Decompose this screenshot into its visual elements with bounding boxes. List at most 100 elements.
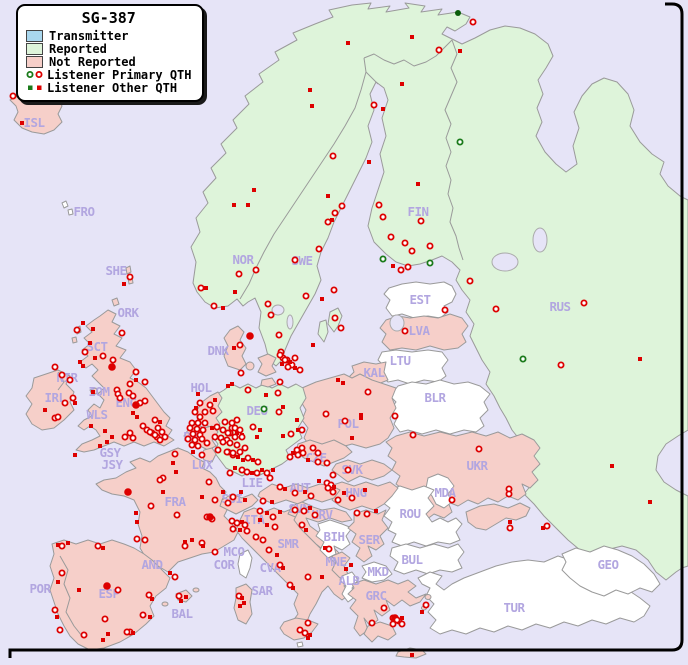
- panel-frame: [8, 2, 684, 658]
- border-sweden-finland: [365, 71, 379, 85]
- listener-primary-qth-marker: [426, 242, 434, 250]
- listener-other-qth-marker: [336, 378, 340, 382]
- listener-primary-qth-marker: [139, 422, 147, 430]
- listener-other-qth-marker: [295, 418, 299, 422]
- listener-primary-qth-marker: [54, 413, 62, 421]
- listener-primary-qth-marker: [211, 496, 219, 504]
- country-label-cor: COR: [213, 557, 235, 572]
- listener-primary-qth-marker: [233, 441, 241, 449]
- country-label-wls: WLS: [86, 407, 107, 422]
- country-label-geo: GEO: [597, 557, 618, 572]
- listener-primary-qth-marker: [254, 458, 262, 466]
- listener-other-qth-marker: [171, 461, 175, 465]
- border-finland-russia: [444, 39, 464, 261]
- listener-other-qth-marker: [240, 520, 244, 524]
- country-label-bih: BIH: [323, 529, 344, 544]
- listener-other-qth-marker: [98, 444, 102, 448]
- listener-other-qth-marker: [122, 282, 126, 286]
- listener-other-qth-marker: [184, 595, 188, 599]
- legend-panel: SG-387 Transmitter Reported Not Reported…: [16, 4, 204, 102]
- listener-other-qth-marker: [191, 450, 195, 454]
- listener-other-qth-marker: [330, 218, 334, 222]
- listener-primary-qth-marker: [81, 348, 89, 356]
- listener-other-qth-marker: [135, 415, 139, 419]
- listener-primary-qth-marker: [126, 429, 134, 437]
- listener-primary-qth-marker: [311, 511, 319, 519]
- country-label-mkd: MKD: [367, 564, 388, 579]
- listener-primary-qth-marker: [238, 433, 246, 441]
- country-label-lva: LVA: [408, 323, 430, 338]
- listener-cluster-marker: [132, 401, 140, 409]
- listener-other-qth-marker: [342, 491, 346, 495]
- listener-other-qth-marker: [204, 286, 208, 290]
- country-label-hrv: HRV: [311, 507, 333, 522]
- listener-other-qth-marker: [89, 424, 93, 428]
- listener-other-qth-marker: [317, 479, 321, 483]
- listener-primary-qth-marker: [211, 548, 219, 556]
- listener-primary-qth-marker: [224, 499, 232, 507]
- reported-swatch: [26, 42, 43, 55]
- legend-row-primary-qth: Listener Primary QTH: [26, 68, 192, 82]
- listener-other-qth-marker: [311, 343, 315, 347]
- listener-primary-qth-marker: [236, 448, 244, 456]
- listener-primary-qth-marker: [253, 469, 261, 477]
- peninsula-peloponnese: [363, 621, 397, 643]
- listener-primary-qth-marker: [276, 378, 284, 386]
- listener-primary-qth-marker: [252, 533, 260, 541]
- listener-other-qth-marker: [242, 601, 246, 605]
- listener-primary-qth-marker: [171, 450, 179, 458]
- listener-primary-qth-marker: [56, 626, 64, 634]
- listener-primary-qth-marker: [398, 620, 406, 628]
- listener-cluster-marker: [124, 488, 132, 496]
- listener-other-qth-marker: [306, 636, 310, 640]
- listener-other-qth-marker: [91, 390, 95, 394]
- listener-other-qth-marker: [236, 455, 240, 459]
- island-oland: [317, 319, 329, 343]
- listener-primary-qth-marker: [233, 416, 241, 424]
- listener-primary-qth-marker: [304, 573, 312, 581]
- listener-primary-qth-marker: [441, 306, 449, 314]
- country-label-grc: GRC: [365, 588, 386, 603]
- country-est: [383, 281, 457, 319]
- listener-primary-qth-marker: [223, 448, 231, 456]
- listener-primary-qth-marker: [161, 433, 169, 441]
- listener-other-qth-marker: [308, 633, 312, 637]
- transmitter-swatch: [26, 29, 43, 42]
- listener-other-qth-marker: [73, 453, 77, 457]
- island-ibiza: [161, 601, 169, 607]
- listener-primary-qth-marker: [123, 628, 131, 636]
- island-menorca: [192, 587, 200, 593]
- listener-primary-qth-marker: [379, 213, 387, 221]
- country-label-and: AND: [141, 557, 162, 572]
- listener-primary-qth-marker: [298, 521, 306, 529]
- listener-primary-qth-marker: [210, 302, 218, 310]
- listener-primary-qth-marker: [286, 453, 294, 461]
- listener-primary-qth-marker: [229, 449, 237, 457]
- listener-primary-qth-marker: [287, 430, 295, 438]
- listener-other-qth-marker: [73, 401, 77, 405]
- listener-primary-qth-marker: [329, 152, 337, 160]
- country-label-mne: MNE: [325, 554, 346, 569]
- listener-primary-qth-marker: [331, 314, 339, 322]
- listener-primary-qth-marker: [196, 413, 204, 421]
- border-norway-sweden: [239, 57, 367, 300]
- listener-other-qth-marker: [221, 490, 225, 494]
- listener-other-qth-marker: [88, 341, 92, 345]
- listener-primary-qth-marker: [188, 441, 196, 449]
- listener-other-qth-marker: [280, 362, 284, 366]
- listener-other-qth-marker: [306, 458, 310, 462]
- country-label-iom: IOM: [88, 384, 109, 399]
- listener-other-qth-marker: [391, 264, 395, 268]
- listener-primary-qth-marker: [213, 423, 221, 431]
- listener-other-qth-marker: [91, 327, 95, 331]
- country-label-hol: HOL: [190, 380, 212, 395]
- listener-other-qth-marker: [400, 616, 404, 620]
- listener-other-qth-marker: [258, 518, 262, 522]
- listener-primary-qth-marker: [408, 247, 416, 255]
- listener-primary-qth-marker: [263, 469, 271, 477]
- island-lolland: [260, 377, 277, 388]
- country-label-ork: ORK: [117, 305, 139, 320]
- listener-primary-qth-marker: [348, 494, 356, 502]
- listener-other-qth-marker: [81, 364, 85, 368]
